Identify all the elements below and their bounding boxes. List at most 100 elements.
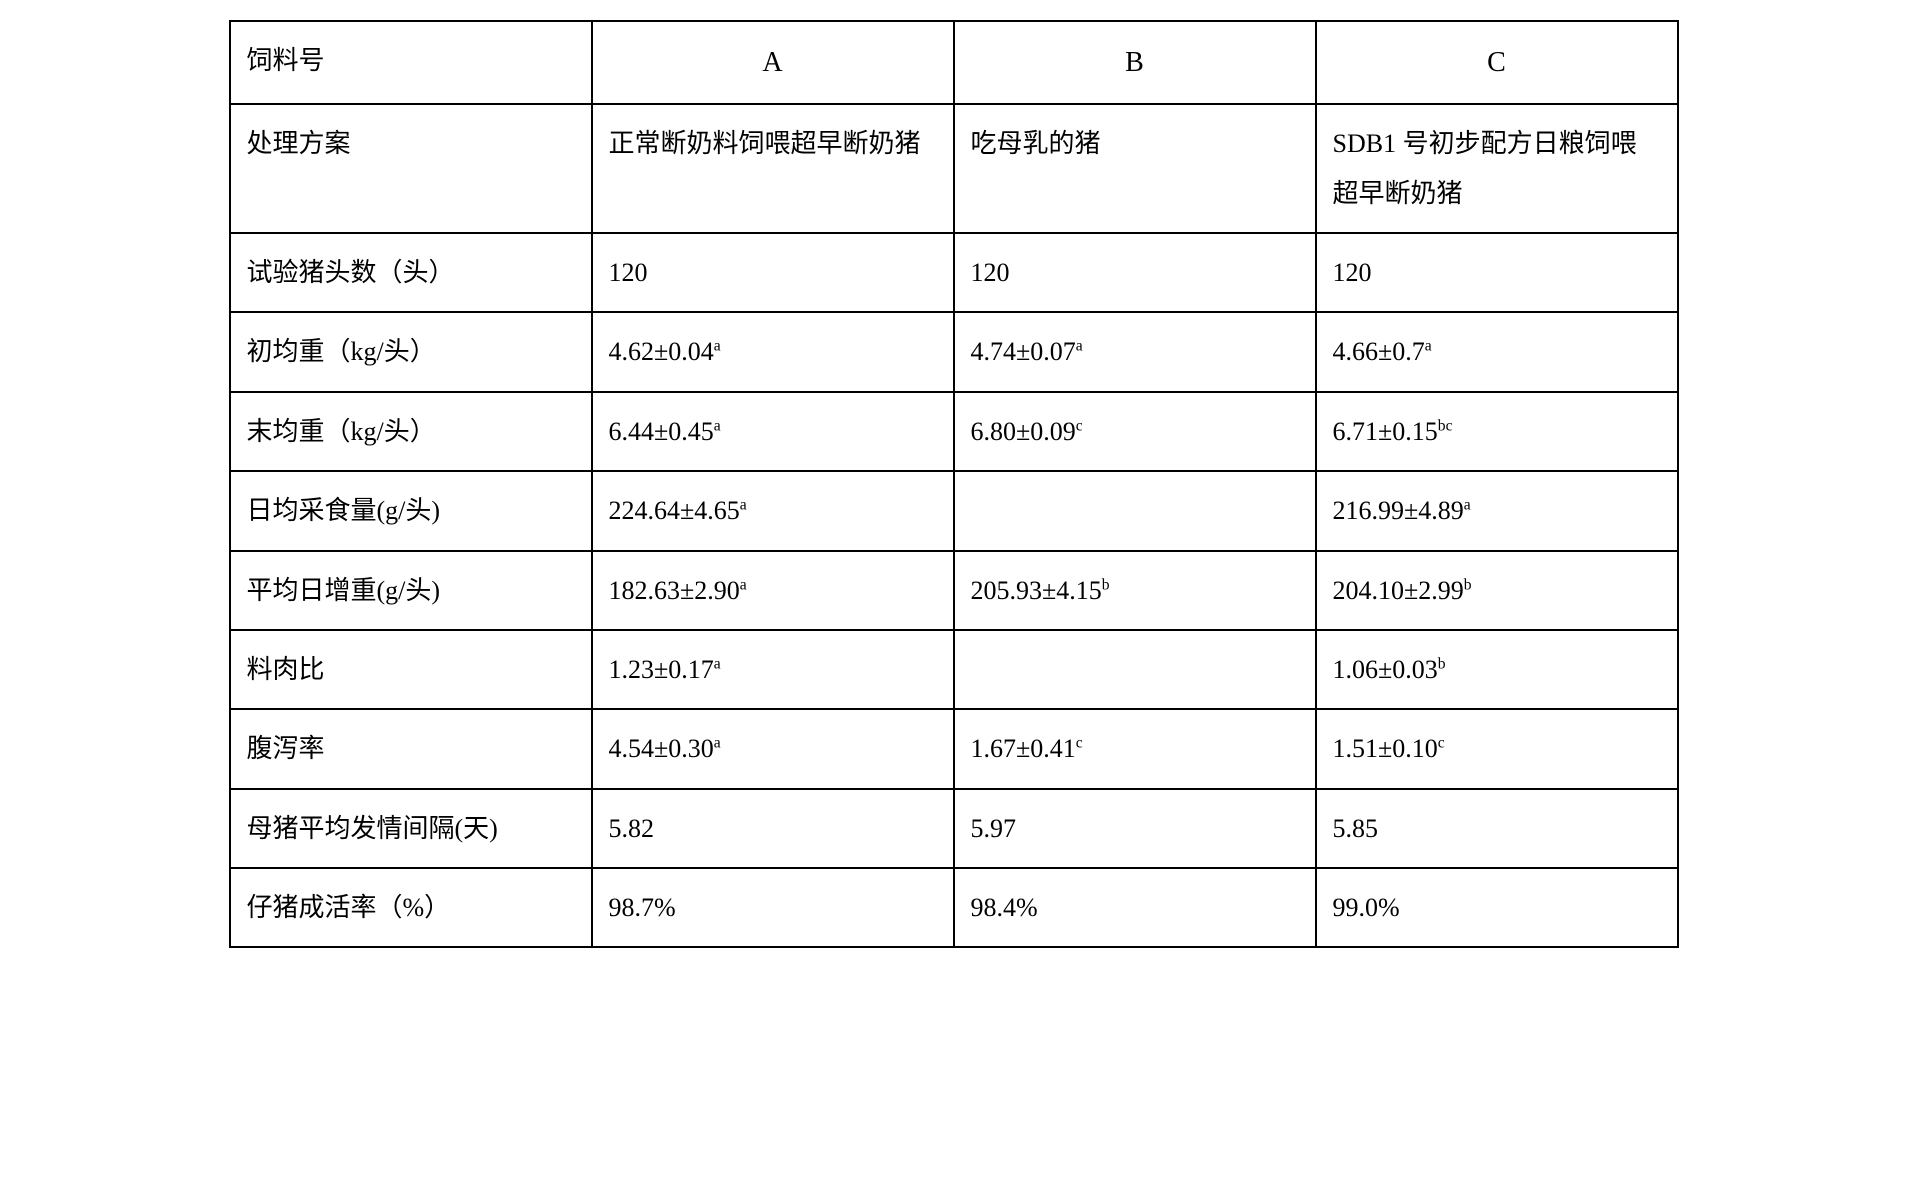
cell-value: 204.10±2.99 xyxy=(1333,576,1464,605)
cell-value: 5.85 xyxy=(1333,814,1379,843)
cell-B xyxy=(954,630,1316,709)
table-row: 母猪平均发情间隔(天) 5.82 5.97 5.85 xyxy=(230,789,1678,868)
cell-value: 216.99±4.89 xyxy=(1333,496,1464,525)
cell-value: 1.06±0.03 xyxy=(1333,655,1438,684)
cell-superscript: c xyxy=(1076,735,1083,752)
cell-B: B xyxy=(954,21,1316,104)
cell-value: 6.44±0.45 xyxy=(609,417,714,446)
cell-value: 6.71±0.15 xyxy=(1333,417,1438,446)
cell-value: C xyxy=(1487,47,1506,78)
cell-C: 4.66±0.7a xyxy=(1316,312,1678,391)
cell-superscript: a xyxy=(1076,338,1083,355)
row-label: 母猪平均发情间隔(天) xyxy=(230,789,592,868)
row-label: 末均重（kg/头） xyxy=(230,392,592,471)
cell-value: 120 xyxy=(1333,258,1372,287)
cell-superscript: a xyxy=(740,496,747,513)
row-label: 初均重（kg/头） xyxy=(230,312,592,391)
cell-C: 120 xyxy=(1316,233,1678,312)
cell-C: 5.85 xyxy=(1316,789,1678,868)
cell-B: 4.74±0.07a xyxy=(954,312,1316,391)
table-body: 饲料号 A B C 处理方案正常断奶料饲喂超早断奶猪 吃母乳的猪 SDB1 号初步配方日粮饲… xyxy=(230,21,1678,947)
cell-C: 204.10±2.99b xyxy=(1316,551,1678,630)
row-label: 平均日增重(g/头) xyxy=(230,551,592,630)
cell-A: 182.63±2.90a xyxy=(592,551,954,630)
table-row: 日均采食量(g/头)224.64±4.65a216.99±4.89a xyxy=(230,471,1678,550)
cell-value: 205.93±4.15 xyxy=(971,576,1102,605)
cell-text: 正常断奶料饲喂超早断奶猪 xyxy=(609,129,921,158)
cell-text: SDB1 号初步配方日粮饲喂超早断奶猪 xyxy=(1333,129,1637,207)
table-row: 平均日增重(g/头)182.63±2.90a205.93±4.15b204.10… xyxy=(230,551,1678,630)
cell-superscript: a xyxy=(740,576,747,593)
cell-value: 98.4% xyxy=(971,893,1038,922)
row-label: 日均采食量(g/头) xyxy=(230,471,592,550)
row-label: 仔猪成活率（%） xyxy=(230,868,592,947)
cell-A: 5.82 xyxy=(592,789,954,868)
cell-A: 4.54±0.30a xyxy=(592,709,954,788)
cell-value: 182.63±2.90 xyxy=(609,576,740,605)
cell-value: B xyxy=(1125,47,1144,78)
row-label: 试验猪头数（头） xyxy=(230,233,592,312)
cell-B: 98.4% xyxy=(954,868,1316,947)
cell-superscript: b xyxy=(1102,576,1110,593)
cell-superscript: c xyxy=(1438,735,1445,752)
cell-B: 6.80±0.09c xyxy=(954,392,1316,471)
cell-value: 4.54±0.30 xyxy=(609,734,714,763)
cell-value: 4.74±0.07 xyxy=(971,337,1076,366)
row-label: 饲料号 xyxy=(230,21,592,104)
cell-B: 5.97 xyxy=(954,789,1316,868)
cell-B: 205.93±4.15b xyxy=(954,551,1316,630)
cell-C: 6.71±0.15bc xyxy=(1316,392,1678,471)
cell-value: 1.67±0.41 xyxy=(971,734,1076,763)
row-label: 处理方案 xyxy=(230,104,592,233)
cell-C: 1.06±0.03b xyxy=(1316,630,1678,709)
cell-C: SDB1 号初步配方日粮饲喂超早断奶猪 xyxy=(1316,104,1678,233)
cell-superscript: b xyxy=(1464,576,1472,593)
cell-A: 224.64±4.65a xyxy=(592,471,954,550)
cell-A: 正常断奶料饲喂超早断奶猪 xyxy=(592,104,954,233)
cell-A: 120 xyxy=(592,233,954,312)
table-row: 处理方案正常断奶料饲喂超早断奶猪 吃母乳的猪 SDB1 号初步配方日粮饲喂超早断奶猪 xyxy=(230,104,1678,233)
cell-A: 98.7% xyxy=(592,868,954,947)
cell-superscript: bc xyxy=(1438,417,1453,434)
cell-value: 4.62±0.04 xyxy=(609,337,714,366)
table-row: 腹泻率4.54±0.30a1.67±0.41c1.51±0.10c xyxy=(230,709,1678,788)
table-row: 末均重（kg/头）6.44±0.45a6.80±0.09c6.71±0.15bc xyxy=(230,392,1678,471)
table-row: 试验猪头数（头）120120120 xyxy=(230,233,1678,312)
cell-B: 120 xyxy=(954,233,1316,312)
cell-value: 5.82 xyxy=(609,814,655,843)
cell-superscript: b xyxy=(1438,655,1446,672)
cell-B: 吃母乳的猪 xyxy=(954,104,1316,233)
cell-C: 216.99±4.89a xyxy=(1316,471,1678,550)
cell-value: A xyxy=(762,47,782,78)
cell-superscript: a xyxy=(714,735,721,752)
row-label: 料肉比 xyxy=(230,630,592,709)
cell-value: 1.51±0.10 xyxy=(1333,734,1438,763)
row-label: 腹泻率 xyxy=(230,709,592,788)
cell-superscript: a xyxy=(714,655,721,672)
cell-A: 6.44±0.45a xyxy=(592,392,954,471)
cell-text: 吃母乳的猪 xyxy=(971,129,1101,158)
cell-superscript: a xyxy=(1464,496,1471,513)
cell-value: 98.7% xyxy=(609,893,676,922)
cell-superscript: c xyxy=(1076,417,1083,434)
table-row: 饲料号 A B C xyxy=(230,21,1678,104)
cell-value: 120 xyxy=(971,258,1010,287)
cell-superscript: a xyxy=(1425,338,1432,355)
cell-superscript: a xyxy=(714,338,721,355)
cell-value: 1.23±0.17 xyxy=(609,655,714,684)
table-row: 仔猪成活率（%） 98.7% 98.4% 99.0% xyxy=(230,868,1678,947)
cell-value: 99.0% xyxy=(1333,893,1400,922)
table-row: 料肉比1.23±0.17a1.06±0.03b xyxy=(230,630,1678,709)
cell-C: 99.0% xyxy=(1316,868,1678,947)
table-row: 初均重（kg/头）4.62±0.04a4.74±0.07a4.66±0.7a xyxy=(230,312,1678,391)
cell-A: 4.62±0.04a xyxy=(592,312,954,391)
cell-value: 5.97 xyxy=(971,814,1017,843)
cell-A: A xyxy=(592,21,954,104)
cell-B xyxy=(954,471,1316,550)
cell-value: 4.66±0.7 xyxy=(1333,337,1425,366)
cell-B: 1.67±0.41c xyxy=(954,709,1316,788)
cell-A: 1.23±0.17a xyxy=(592,630,954,709)
cell-C: C xyxy=(1316,21,1678,104)
data-table: 饲料号 A B C 处理方案正常断奶料饲喂超早断奶猪 吃母乳的猪 SDB1 号初步配方日粮饲… xyxy=(229,20,1679,948)
cell-value: 224.64±4.65 xyxy=(609,496,740,525)
